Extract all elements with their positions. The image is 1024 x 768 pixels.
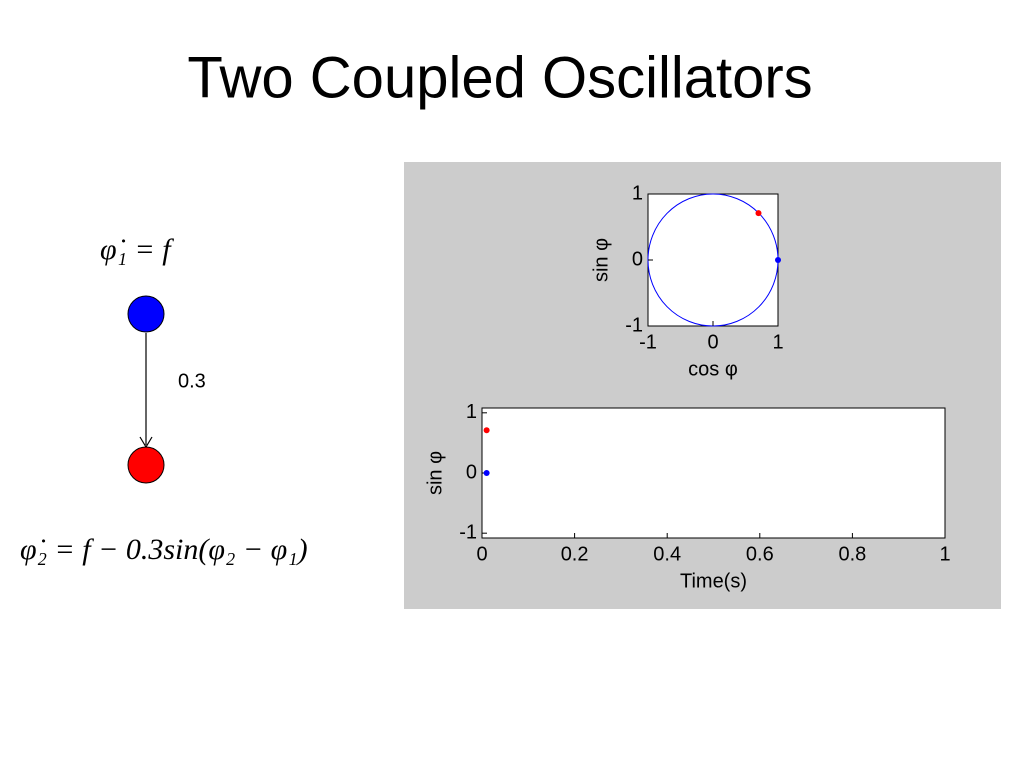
y-tick-label: 0 xyxy=(632,248,643,270)
y-tick-label: 1 xyxy=(632,182,643,204)
plot-area xyxy=(647,193,779,327)
x-tick-label: 0.2 xyxy=(561,543,589,565)
x-tick-label: 0.4 xyxy=(653,543,681,565)
data-point xyxy=(775,257,781,263)
y-tick-label: -1 xyxy=(459,521,477,543)
x-tick-label: -1 xyxy=(639,331,657,353)
y-tick-label: 1 xyxy=(466,401,477,423)
x-tick-label: 1 xyxy=(772,331,783,353)
x-tick-label: 0.6 xyxy=(746,543,774,565)
oscillator-node xyxy=(127,295,165,333)
x-tick-label: 0 xyxy=(707,331,718,353)
y-tick-label: 0 xyxy=(466,461,477,483)
data-point xyxy=(483,427,490,434)
coupling-label: 0.3 xyxy=(178,370,206,392)
x-tick-label: 1 xyxy=(939,543,950,565)
x-axis-label: Time(s) xyxy=(680,570,747,592)
oscillator-node xyxy=(127,446,165,484)
x-tick-label: 0.8 xyxy=(838,543,866,565)
slide-title: Two Coupled Oscillators xyxy=(187,45,812,110)
x-axis-label: cos φ xyxy=(688,358,738,380)
y-axis-label: sin φ xyxy=(590,238,612,282)
plot-area xyxy=(481,407,946,539)
x-tick-label: 0 xyxy=(476,543,487,565)
equation: φ̇₂ = f − 0.3sin(φ₂ − φ₁) xyxy=(20,533,308,566)
y-tick-label: -1 xyxy=(625,314,643,336)
equation: φ̇₁ = f xyxy=(100,233,174,266)
data-point xyxy=(755,210,762,217)
y-axis-label: sin φ xyxy=(424,451,446,495)
data-point xyxy=(483,470,490,476)
